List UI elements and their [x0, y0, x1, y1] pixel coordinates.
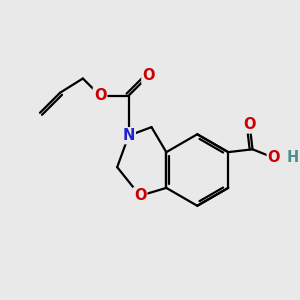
Text: O: O	[243, 118, 256, 133]
Text: N: N	[122, 128, 135, 143]
Text: O: O	[94, 88, 106, 103]
Text: H: H	[286, 150, 299, 165]
Text: O: O	[142, 68, 155, 83]
Text: O: O	[268, 150, 280, 165]
Text: O: O	[134, 188, 146, 203]
